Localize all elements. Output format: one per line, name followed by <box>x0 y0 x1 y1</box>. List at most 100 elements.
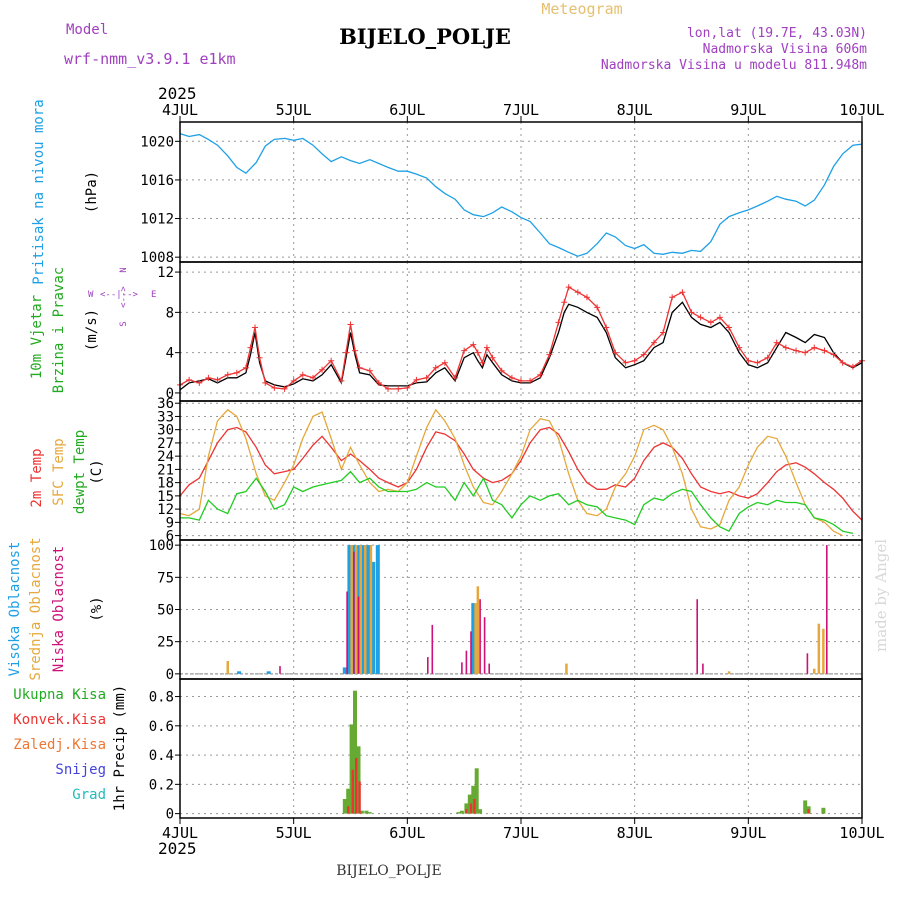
bar-mark <box>727 671 731 674</box>
chart-title: BIJELO_POLJE <box>339 24 511 49</box>
x-tick-label-bottom: 10JUL <box>839 824 884 842</box>
bar-mark <box>696 599 698 674</box>
gust-marker <box>802 349 809 356</box>
y-tick-label: 18 <box>157 476 174 492</box>
bar-mark <box>356 746 361 814</box>
bar-mark <box>476 586 480 674</box>
gust-marker <box>474 349 481 356</box>
precip-unit: 1hr Precip (mm) <box>112 685 128 811</box>
compass-n: N <box>119 267 129 272</box>
gust-marker <box>196 379 203 386</box>
temp-unit: (C) <box>89 459 105 484</box>
bar-mark <box>479 599 481 674</box>
gust-marker <box>754 359 761 366</box>
compass-ns-glyph: <--> <box>119 286 129 308</box>
hail-label: Grad <box>72 787 106 803</box>
dewpt-temp-label: dewpt Temp <box>72 430 88 514</box>
gust-marker <box>461 347 468 354</box>
bar-mark <box>474 768 479 814</box>
gust-marker <box>366 367 373 374</box>
gust-marker <box>660 329 667 336</box>
y-tick-label: 36 <box>157 396 174 412</box>
bar-mark <box>361 545 365 674</box>
y-tick-label: 1020 <box>140 134 174 150</box>
x-tick-label-bottom: 4JUL <box>162 824 198 842</box>
total-rain-label: Ukupna Kisa <box>13 687 106 703</box>
y-tick-label: 25 <box>157 635 174 651</box>
y-tick-label: 1012 <box>140 212 174 228</box>
chart-subtitle: Meteogram <box>541 0 622 18</box>
gust-marker <box>849 363 856 370</box>
gust-marker <box>441 359 448 366</box>
gust-marker <box>205 374 212 381</box>
gust-marker <box>233 369 240 376</box>
bar-mark <box>456 812 461 814</box>
frz-rain-label: Zaledj.Kisa <box>13 737 106 753</box>
gust-marker <box>669 294 676 301</box>
watermark: made by Angel <box>872 539 890 652</box>
gust-marker <box>479 359 486 366</box>
bar-mark <box>358 781 361 814</box>
bar-mark <box>347 806 350 814</box>
bar-mark <box>465 650 468 674</box>
gust-marker <box>716 314 723 321</box>
elevation-label: Nadmorska Visina 606m <box>703 42 868 57</box>
y-tick-label: 12 <box>157 502 174 518</box>
bar-mark <box>279 666 281 674</box>
x-tick-label-top: 10JUL <box>839 101 884 119</box>
y-tick-label: 30 <box>157 423 174 439</box>
gust-marker <box>603 324 610 331</box>
gust-marker <box>726 324 733 331</box>
gust-marker <box>793 347 800 354</box>
bar-mark <box>359 545 362 674</box>
gust-marker <box>262 379 269 386</box>
bar-mark <box>350 545 353 674</box>
gust-marker <box>583 294 590 301</box>
lonlat-label: lon,lat (19.7E, 43.03N) <box>687 26 867 41</box>
gust-marker <box>395 385 402 392</box>
gust-marker <box>347 321 354 328</box>
gust-marker <box>546 351 553 358</box>
gust-marker <box>537 371 544 378</box>
gust-marker <box>319 366 326 373</box>
bar-mark <box>813 668 816 674</box>
gust-marker <box>281 385 288 392</box>
bar-mark <box>364 810 369 814</box>
gust-marker <box>773 339 780 346</box>
bar-mark <box>488 663 490 674</box>
x-tick-label-top: 9JUL <box>730 101 766 119</box>
series-line <box>179 301 863 391</box>
y-tick-label: 6 <box>166 529 174 545</box>
series-line <box>180 470 854 535</box>
model-elevation-label: Nadmorska Visina u modelu 811.948m <box>601 58 867 73</box>
gust-marker <box>186 376 193 383</box>
bar-mark <box>464 803 469 814</box>
gust-marker <box>612 349 619 356</box>
bar-mark <box>355 758 358 814</box>
wind-label-2: Brzina i Pravac <box>51 267 67 393</box>
bar-mark <box>347 545 352 674</box>
bar-mark <box>371 561 376 674</box>
gust-marker <box>782 344 789 351</box>
bar-mark <box>367 812 372 814</box>
y-tick-label: 27 <box>157 436 174 452</box>
y-tick-label: 0 <box>166 667 174 683</box>
low-cloud-label: Niska Oblacnost <box>51 546 67 672</box>
bar-mark <box>461 662 463 674</box>
gust-marker <box>679 289 686 296</box>
y-tick-label: 0.6 <box>149 719 174 735</box>
wind-label-1: 10m Vjetar <box>29 295 45 379</box>
x-tick-label-bottom: 9JUL <box>730 824 766 842</box>
gust-marker <box>423 374 430 381</box>
bar-mark <box>359 810 364 814</box>
bar-mark <box>349 724 354 814</box>
temp2m-label: 2m Temp <box>29 448 45 507</box>
bar-mark <box>459 810 464 814</box>
gust-marker <box>338 377 345 384</box>
bar-mark <box>470 631 472 674</box>
panel-frame <box>179 121 863 263</box>
high-cloud-label: Visoka Oblacnost <box>7 542 23 677</box>
y-tick-label: 75 <box>157 570 174 586</box>
gust-marker <box>271 384 278 391</box>
wind-compass-icon: N W E S <--|--> <--> <box>88 267 156 326</box>
